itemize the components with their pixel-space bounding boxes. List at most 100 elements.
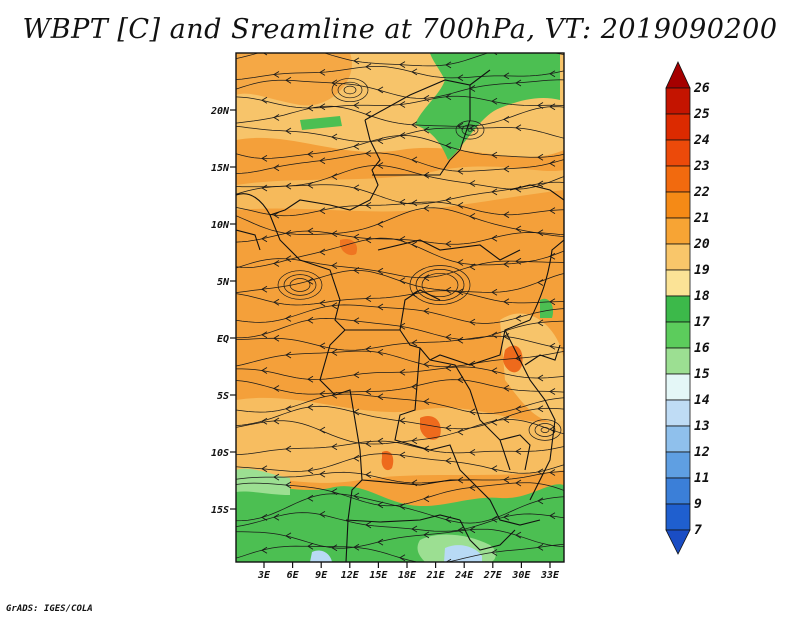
streamline-arrow: [491, 151, 498, 159]
streamline-arrow: [423, 495, 430, 503]
streamline-arrow: [423, 126, 430, 134]
streamline-arrow: [445, 61, 452, 69]
streamline-arrow: [399, 322, 406, 330]
lon-tick-label: 18E: [398, 570, 417, 581]
colorbar-bottom-arrow: [665, 529, 691, 555]
streamline-arrow: [377, 501, 384, 509]
streamline-arrow: [307, 403, 314, 411]
streamline-arrow: [491, 331, 498, 339]
streamline-arrow: [399, 198, 406, 206]
streamline-arrow: [515, 257, 522, 265]
streamline-arrow: [491, 188, 498, 196]
colorbar-box: [665, 269, 691, 297]
streamline-arrow: [457, 74, 464, 82]
streamline-arrow: [273, 385, 280, 392]
streamline-arrow: [515, 79, 522, 87]
streamline-arrow: [445, 286, 452, 294]
streamline-arrow: [319, 299, 326, 307]
streamline-arrow: [537, 544, 544, 551]
streamline-arrow: [503, 476, 510, 484]
streamline-arrow: [353, 267, 360, 274]
colorbar-box: [665, 243, 691, 271]
streamline-arrow: [445, 93, 452, 101]
lat-tick-label: EQ: [217, 334, 229, 345]
streamline-arrow: [537, 229, 544, 237]
streamline-arrow: [365, 63, 372, 71]
streamline-arrow: [261, 235, 268, 243]
streamline-arrow: [549, 298, 556, 306]
streamline-arrow: [285, 255, 292, 263]
streamline-arrow: [261, 546, 268, 554]
streamline-arrow: [307, 227, 314, 235]
streamline-arrow: [549, 70, 556, 78]
streamline-arrow: [319, 470, 326, 478]
lon-tick-label: 24E: [454, 570, 474, 581]
streamline-arrow: [261, 285, 268, 293]
streamline-arrow: [457, 428, 464, 436]
lat-tick-label: 10S: [211, 448, 229, 459]
streamline-arrow: [307, 316, 314, 324]
streamline-arrow: [469, 449, 476, 456]
streamline-arrow: [457, 336, 464, 344]
streamline-eddy: [409, 265, 471, 305]
streamline-arrow: [503, 116, 510, 123]
lat-tick-label: 5S: [217, 391, 229, 402]
streamline-arrow: [319, 390, 326, 398]
streamline-arrow: [285, 532, 292, 540]
streamline-arrow: [273, 513, 280, 521]
streamline: [236, 290, 564, 306]
streamline-arrow: [537, 319, 544, 327]
streamline-eddy: [331, 77, 369, 103]
latitude-axis: 20N 15N 10N 5N EQ 5S 10S 15S: [210, 106, 236, 516]
streamline-arrow: [445, 142, 452, 149]
country-borders: [236, 69, 564, 562]
streamline-arrow: [411, 199, 418, 207]
streamline-eddy: [283, 274, 317, 296]
streamline-arrow: [445, 240, 452, 248]
streamline-arrow: [491, 418, 498, 426]
streamline: [236, 230, 564, 245]
streamline-arrow: [537, 405, 544, 413]
streamline-arrow: [469, 180, 476, 187]
streamline-arrow: [549, 207, 556, 214]
streamline-arrow: [273, 417, 280, 425]
colorbar-label: 22: [693, 185, 710, 200]
streamline-arrow: [365, 110, 372, 118]
streamline-arrow: [411, 339, 418, 347]
streamline-arrow: [445, 333, 452, 341]
streamline-arrow: [411, 121, 418, 129]
streamline-arrow: [411, 525, 418, 533]
streamline-arrow: [331, 262, 338, 269]
streamline-arrow: [319, 511, 326, 518]
streamline-arrow: [331, 79, 338, 87]
streamline-eddy: [289, 278, 311, 292]
streamline-arrow: [537, 279, 544, 286]
streamline-arrow: [491, 288, 498, 296]
streamline: [236, 201, 564, 217]
streamline-eddy: [337, 81, 363, 99]
streamline-arrow: [331, 443, 338, 451]
colorbar-label: 23: [693, 159, 710, 174]
streamline-eddy: [467, 128, 473, 132]
streamline: [236, 379, 564, 395]
map-frame: [235, 52, 565, 563]
colorbar-label: 13: [694, 419, 710, 434]
streamline-arrow: [457, 202, 464, 209]
streamline-arrow: [537, 374, 544, 382]
streamline-arrow: [491, 367, 498, 375]
streamline-arrow: [549, 160, 556, 167]
colorbar-box: [665, 295, 691, 323]
streamline-arrow: [503, 165, 510, 173]
streamline: [236, 79, 564, 99]
lat-tick-label: 15S: [211, 505, 229, 516]
streamline-arrow: [353, 143, 360, 150]
streamline: [236, 440, 564, 456]
streamline-arrow: [377, 220, 384, 228]
streamline-arrow: [457, 288, 464, 296]
streamline-arrow: [307, 150, 314, 158]
streamline: [236, 105, 564, 127]
colorbar-label: 7: [694, 523, 702, 538]
streamline-arrow: [319, 69, 326, 76]
streamline-arrow: [423, 307, 430, 315]
